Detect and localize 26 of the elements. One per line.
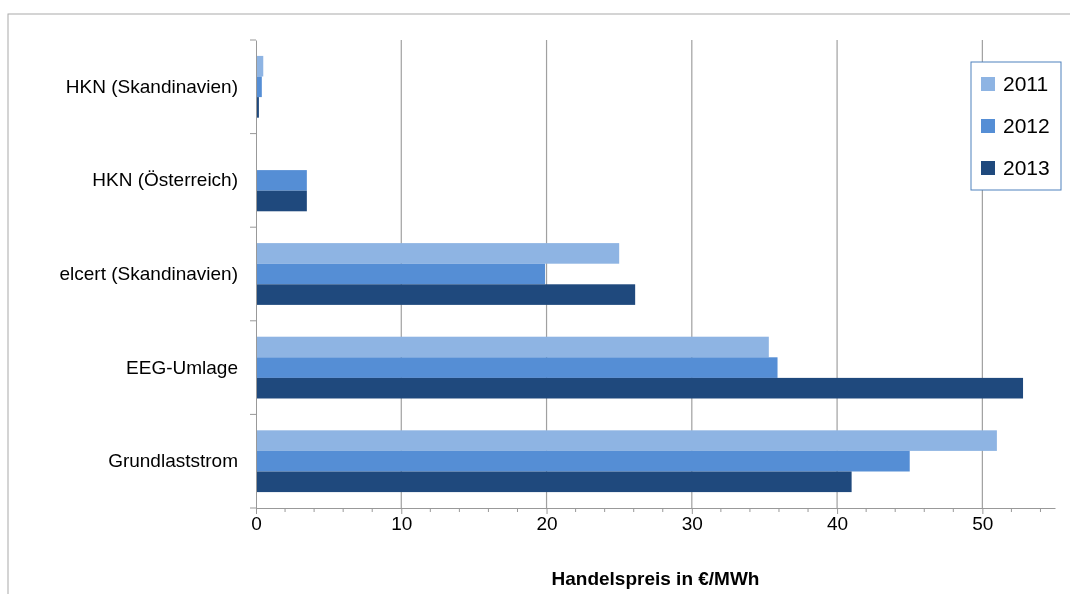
y-tick-label: EEG-Umlage xyxy=(126,356,238,378)
bar xyxy=(256,430,997,451)
x-tick-label: 0 xyxy=(251,513,262,535)
bar xyxy=(256,263,546,285)
y-tick-label: HKN (Österreich) xyxy=(92,169,238,191)
bar xyxy=(256,471,852,493)
y-tick-label: Grundlaststrom xyxy=(108,450,238,472)
legend-label: 2013 xyxy=(1003,156,1050,179)
bar xyxy=(256,357,778,378)
x-tick-label: 10 xyxy=(391,513,413,535)
bar xyxy=(256,336,769,358)
bar xyxy=(256,243,620,264)
y-tick-label: elcert (Skandinavien) xyxy=(59,263,238,285)
x-tick-label: 40 xyxy=(827,513,849,535)
legend-label: 2012 xyxy=(1003,114,1050,137)
bar xyxy=(256,190,307,212)
x-tick-label: 30 xyxy=(681,513,703,535)
x-axis-title: Handelspreis in €/MWh xyxy=(551,568,760,589)
bar xyxy=(256,377,1024,399)
bar xyxy=(256,284,636,305)
x-tick-label: 50 xyxy=(972,513,994,535)
bar xyxy=(256,170,307,191)
y-tick-label: HKN (Skandinavien) xyxy=(65,75,238,97)
bar xyxy=(256,450,910,472)
x-tick-label: 20 xyxy=(536,513,558,535)
legend-label: 2011 xyxy=(1003,72,1049,95)
